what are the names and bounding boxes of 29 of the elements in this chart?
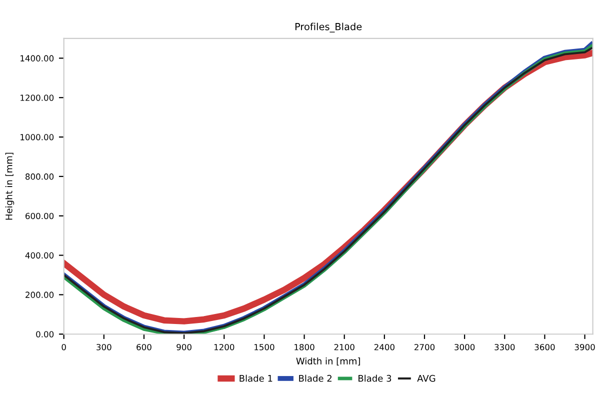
x-tick-label: 3300 — [494, 344, 515, 350]
legend-label: AVG — [417, 374, 436, 382]
x-tick-label: 3600 — [534, 344, 555, 350]
y-axis-title: Height in [mm] — [5, 152, 14, 220]
y-tick-label: 400.00 — [25, 252, 54, 259]
x-tick-label: 2100 — [334, 344, 354, 350]
x-tick-label: 0 — [62, 344, 66, 350]
y-tick-label: 1000.00 — [20, 134, 54, 140]
x-tick-label: 900 — [176, 344, 192, 350]
legend-label: Blade 3 — [358, 374, 392, 382]
y-tick-label: 0.00 — [36, 331, 54, 338]
y-tick-label: 200.00 — [26, 292, 54, 298]
x-tick-label: 2700 — [414, 344, 435, 350]
x-tick-label: 2400 — [374, 344, 394, 350]
x-axis-title: Width in [mm] — [296, 357, 360, 366]
x-tick-label: 3000 — [454, 344, 475, 350]
x-tick-label: 1800 — [294, 344, 314, 350]
x-tick-label: 1200 — [214, 344, 234, 350]
legend-label: Blade 2 — [299, 374, 332, 382]
y-tick-label: 1400.00 — [20, 55, 54, 62]
y-tick-label: 600.00 — [26, 212, 54, 220]
y-tick-label: 1200.00 — [20, 94, 54, 101]
x-tick-label: 600 — [136, 344, 152, 350]
x-tick-label: 1500 — [254, 344, 274, 350]
x-tick-label: 300 — [96, 344, 112, 350]
legend-label: Blade 1 — [240, 374, 272, 382]
x-tick-label: 3900 — [574, 344, 595, 350]
chart-title: Profiles_Blade — [295, 22, 362, 32]
y-tick-label: 800.00 — [26, 173, 54, 180]
